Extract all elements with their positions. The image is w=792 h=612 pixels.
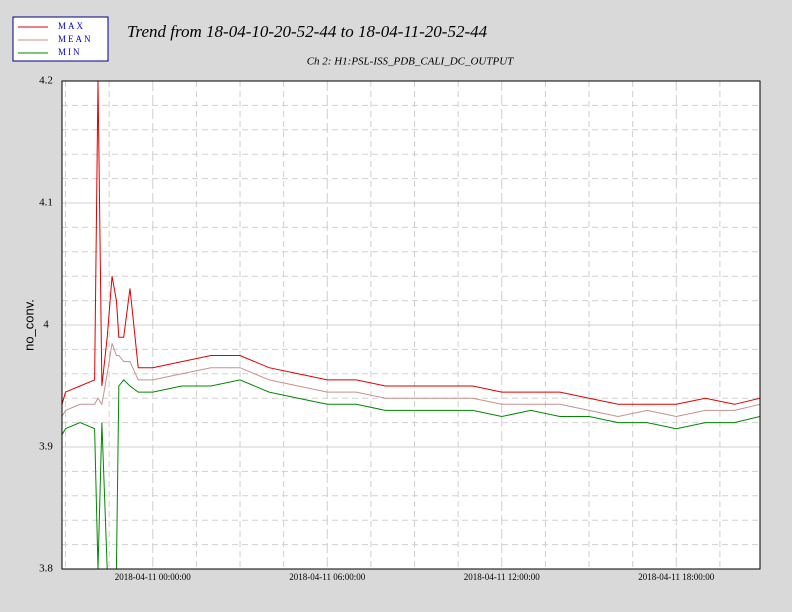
x-tick-label: 2018-04-11 00:00:00: [115, 572, 191, 582]
lines: [62, 81, 760, 569]
x-tick-label: 2018-04-11 18:00:00: [638, 572, 714, 582]
chart-subtitle: Ch 2: H1:PSL-ISS_PDB_CALI_DC_OUTPUT: [307, 56, 514, 68]
y-tick-label: 4.1: [39, 197, 53, 209]
x-tick-label: 2018-04-11 12:00:00: [464, 572, 540, 582]
y-axis-label: no_conv.: [21, 299, 36, 351]
y-tick-label: 3.9: [39, 441, 53, 453]
chart-title: Trend from 18-04-10-20-52-44 to 18-04-11…: [127, 22, 488, 41]
series-line: [62, 379, 760, 569]
series-line: [62, 81, 760, 405]
legend-label: MIN: [58, 47, 82, 57]
legend-label: MEAN: [58, 34, 93, 44]
series-line: [62, 343, 760, 418]
axes: 3.8 3.9 4 4.1 4.2 2018-04-11 00:00:00 2018-04-…: [39, 75, 715, 583]
plot-frame: [61, 80, 761, 570]
x-tick-label: 2018-04-11 06:00:00: [289, 572, 365, 582]
y-tick-label: 4.2: [39, 75, 53, 87]
y-tick-label: 3.8: [39, 563, 53, 575]
legend: MAX MEAN MIN: [12, 16, 109, 62]
legend-box: [12, 16, 109, 62]
y-tick-label: 4: [43, 319, 49, 331]
legend-label: MAX: [58, 21, 85, 31]
grid: [62, 80, 760, 570]
